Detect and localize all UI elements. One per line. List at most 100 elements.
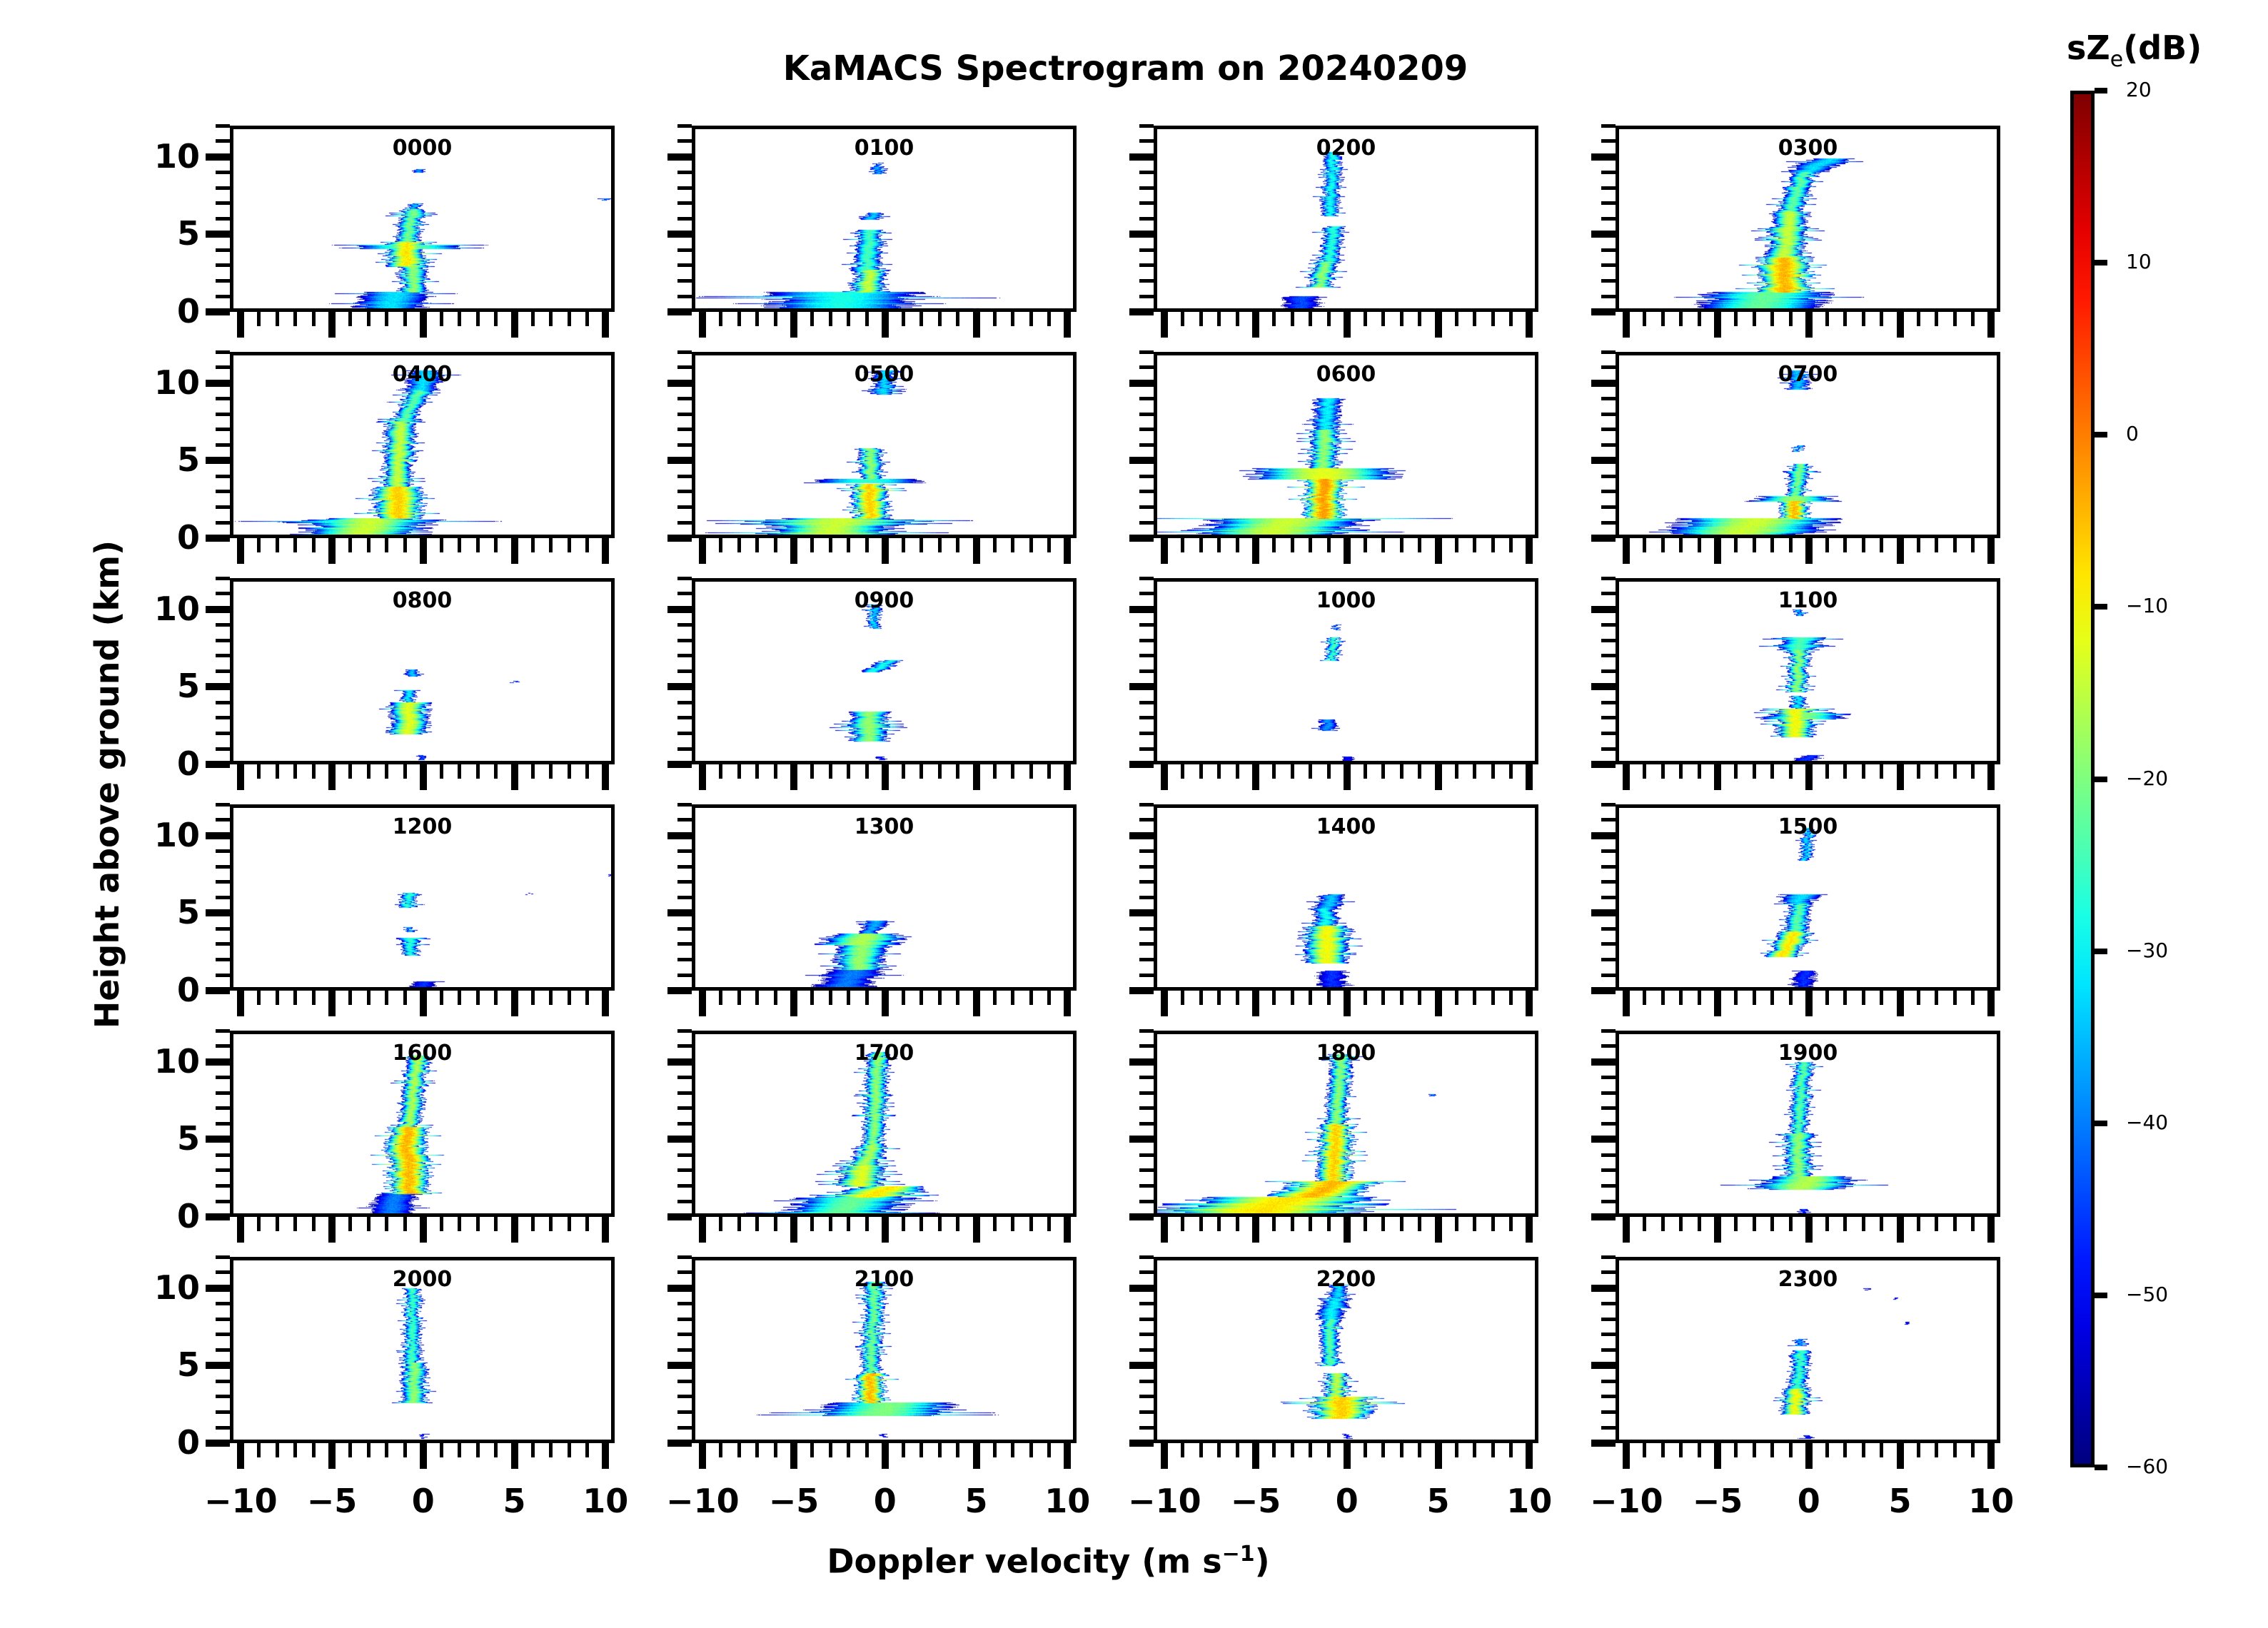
x-minor-tick	[257, 312, 261, 326]
x-minor-tick	[439, 312, 443, 326]
y-minor-tick	[216, 1153, 230, 1157]
x-minor-tick	[1011, 764, 1015, 779]
y-minor-tick	[216, 1270, 230, 1275]
x-minor-tick	[1454, 1217, 1458, 1231]
x-minor-tick	[585, 764, 590, 779]
x-minor-tick	[585, 1217, 590, 1231]
y-major-tick	[206, 535, 230, 542]
x-minor-tick	[1770, 1217, 1775, 1231]
x-minor-tick	[1491, 991, 1495, 1005]
y-minor-tick	[677, 942, 692, 946]
colorbar-tick-label: 10	[2126, 250, 2152, 274]
y-minor-tick	[1139, 1122, 1154, 1126]
y-major-tick	[1591, 831, 1616, 839]
x-tick-label: −5	[306, 1482, 358, 1520]
x-minor-tick	[1660, 1443, 1665, 1457]
y-minor-tick	[216, 520, 230, 525]
x-minor-tick	[1011, 991, 1015, 1005]
x-major-tick	[972, 991, 980, 1016]
y-minor-tick	[1601, 1379, 1616, 1383]
y-tick-label: 10	[153, 363, 200, 402]
y-minor-tick	[216, 505, 230, 509]
y-minor-tick	[1139, 520, 1154, 525]
x-minor-tick	[1236, 991, 1239, 1005]
x-minor-tick	[719, 764, 723, 779]
x-axis-label-close: )	[1254, 1542, 1270, 1581]
y-minor-tick	[216, 1255, 230, 1259]
x-minor-tick	[312, 1217, 316, 1231]
x-minor-tick	[1770, 764, 1775, 779]
y-minor-tick	[216, 958, 230, 961]
y-minor-tick	[1601, 365, 1616, 370]
x-major-tick	[602, 991, 610, 1016]
x-minor-tick	[1326, 538, 1331, 552]
y-minor-tick	[1601, 896, 1616, 899]
y-minor-tick	[216, 576, 230, 580]
x-major-tick	[1714, 1217, 1722, 1243]
y-minor-tick	[1139, 474, 1154, 478]
y-minor-tick	[1139, 1410, 1154, 1414]
x-minor-tick	[865, 991, 869, 1005]
x-minor-tick	[439, 538, 443, 552]
y-major-tick	[1591, 535, 1616, 542]
panel-time-label: 0900	[854, 588, 914, 613]
y-minor-tick	[216, 1091, 230, 1095]
x-minor-tick	[901, 312, 905, 326]
y-minor-tick	[1601, 818, 1616, 822]
y-minor-tick	[1139, 1333, 1154, 1337]
y-minor-tick	[1139, 669, 1154, 673]
x-minor-tick	[719, 991, 723, 1005]
x-minor-tick	[1752, 1217, 1756, 1231]
x-minor-tick	[956, 1217, 960, 1231]
x-tick-label: 5	[1888, 1482, 1912, 1520]
y-minor-tick	[1139, 1379, 1154, 1383]
y-minor-tick	[216, 201, 230, 206]
x-minor-tick	[1236, 1217, 1239, 1231]
y-minor-tick	[1601, 248, 1616, 252]
x-minor-tick	[403, 991, 407, 1005]
x-minor-tick	[275, 764, 279, 779]
y-major-tick	[206, 457, 230, 465]
x-major-tick	[237, 312, 245, 338]
x-tick-label: 0	[873, 1482, 897, 1520]
x-minor-tick	[847, 312, 851, 326]
y-minor-tick	[1139, 279, 1154, 283]
x-minor-tick	[774, 312, 777, 326]
colorbar-tick	[2095, 88, 2107, 93]
x-minor-tick	[828, 764, 832, 779]
y-major-tick	[1591, 987, 1616, 994]
x-minor-tick	[567, 1443, 571, 1457]
x-major-tick	[510, 538, 518, 564]
x-major-tick	[1526, 764, 1533, 790]
x-major-tick	[1987, 312, 1995, 338]
y-major-tick	[667, 909, 692, 917]
x-tick-label: −10	[1590, 1482, 1663, 1520]
x-tick-label: 10	[583, 1482, 629, 1520]
y-minor-tick	[216, 294, 230, 298]
x-minor-tick	[1199, 1217, 1203, 1231]
y-minor-tick	[1139, 123, 1154, 128]
x-minor-tick	[1734, 538, 1738, 552]
x-minor-tick	[956, 312, 960, 326]
x-minor-tick	[737, 1443, 741, 1457]
y-major-tick	[1129, 1440, 1154, 1447]
spectrogram-image	[1616, 1031, 2000, 1217]
x-minor-tick	[257, 991, 261, 1005]
y-minor-tick	[216, 1395, 230, 1399]
x-minor-tick	[275, 1443, 279, 1457]
y-minor-tick	[677, 576, 692, 580]
x-major-tick	[1714, 1443, 1722, 1469]
x-minor-tick	[293, 991, 298, 1005]
x-minor-tick	[865, 1443, 869, 1457]
y-minor-tick	[1139, 716, 1154, 720]
x-minor-tick	[937, 764, 942, 779]
y-minor-tick	[216, 263, 230, 268]
y-minor-tick	[677, 1425, 692, 1430]
y-major-tick	[667, 1362, 692, 1370]
x-major-tick	[510, 312, 518, 338]
x-minor-tick	[1843, 1217, 1848, 1231]
x-minor-tick	[1290, 764, 1294, 779]
x-major-tick	[1714, 538, 1722, 564]
y-minor-tick	[1139, 864, 1154, 869]
y-minor-tick	[677, 732, 692, 735]
